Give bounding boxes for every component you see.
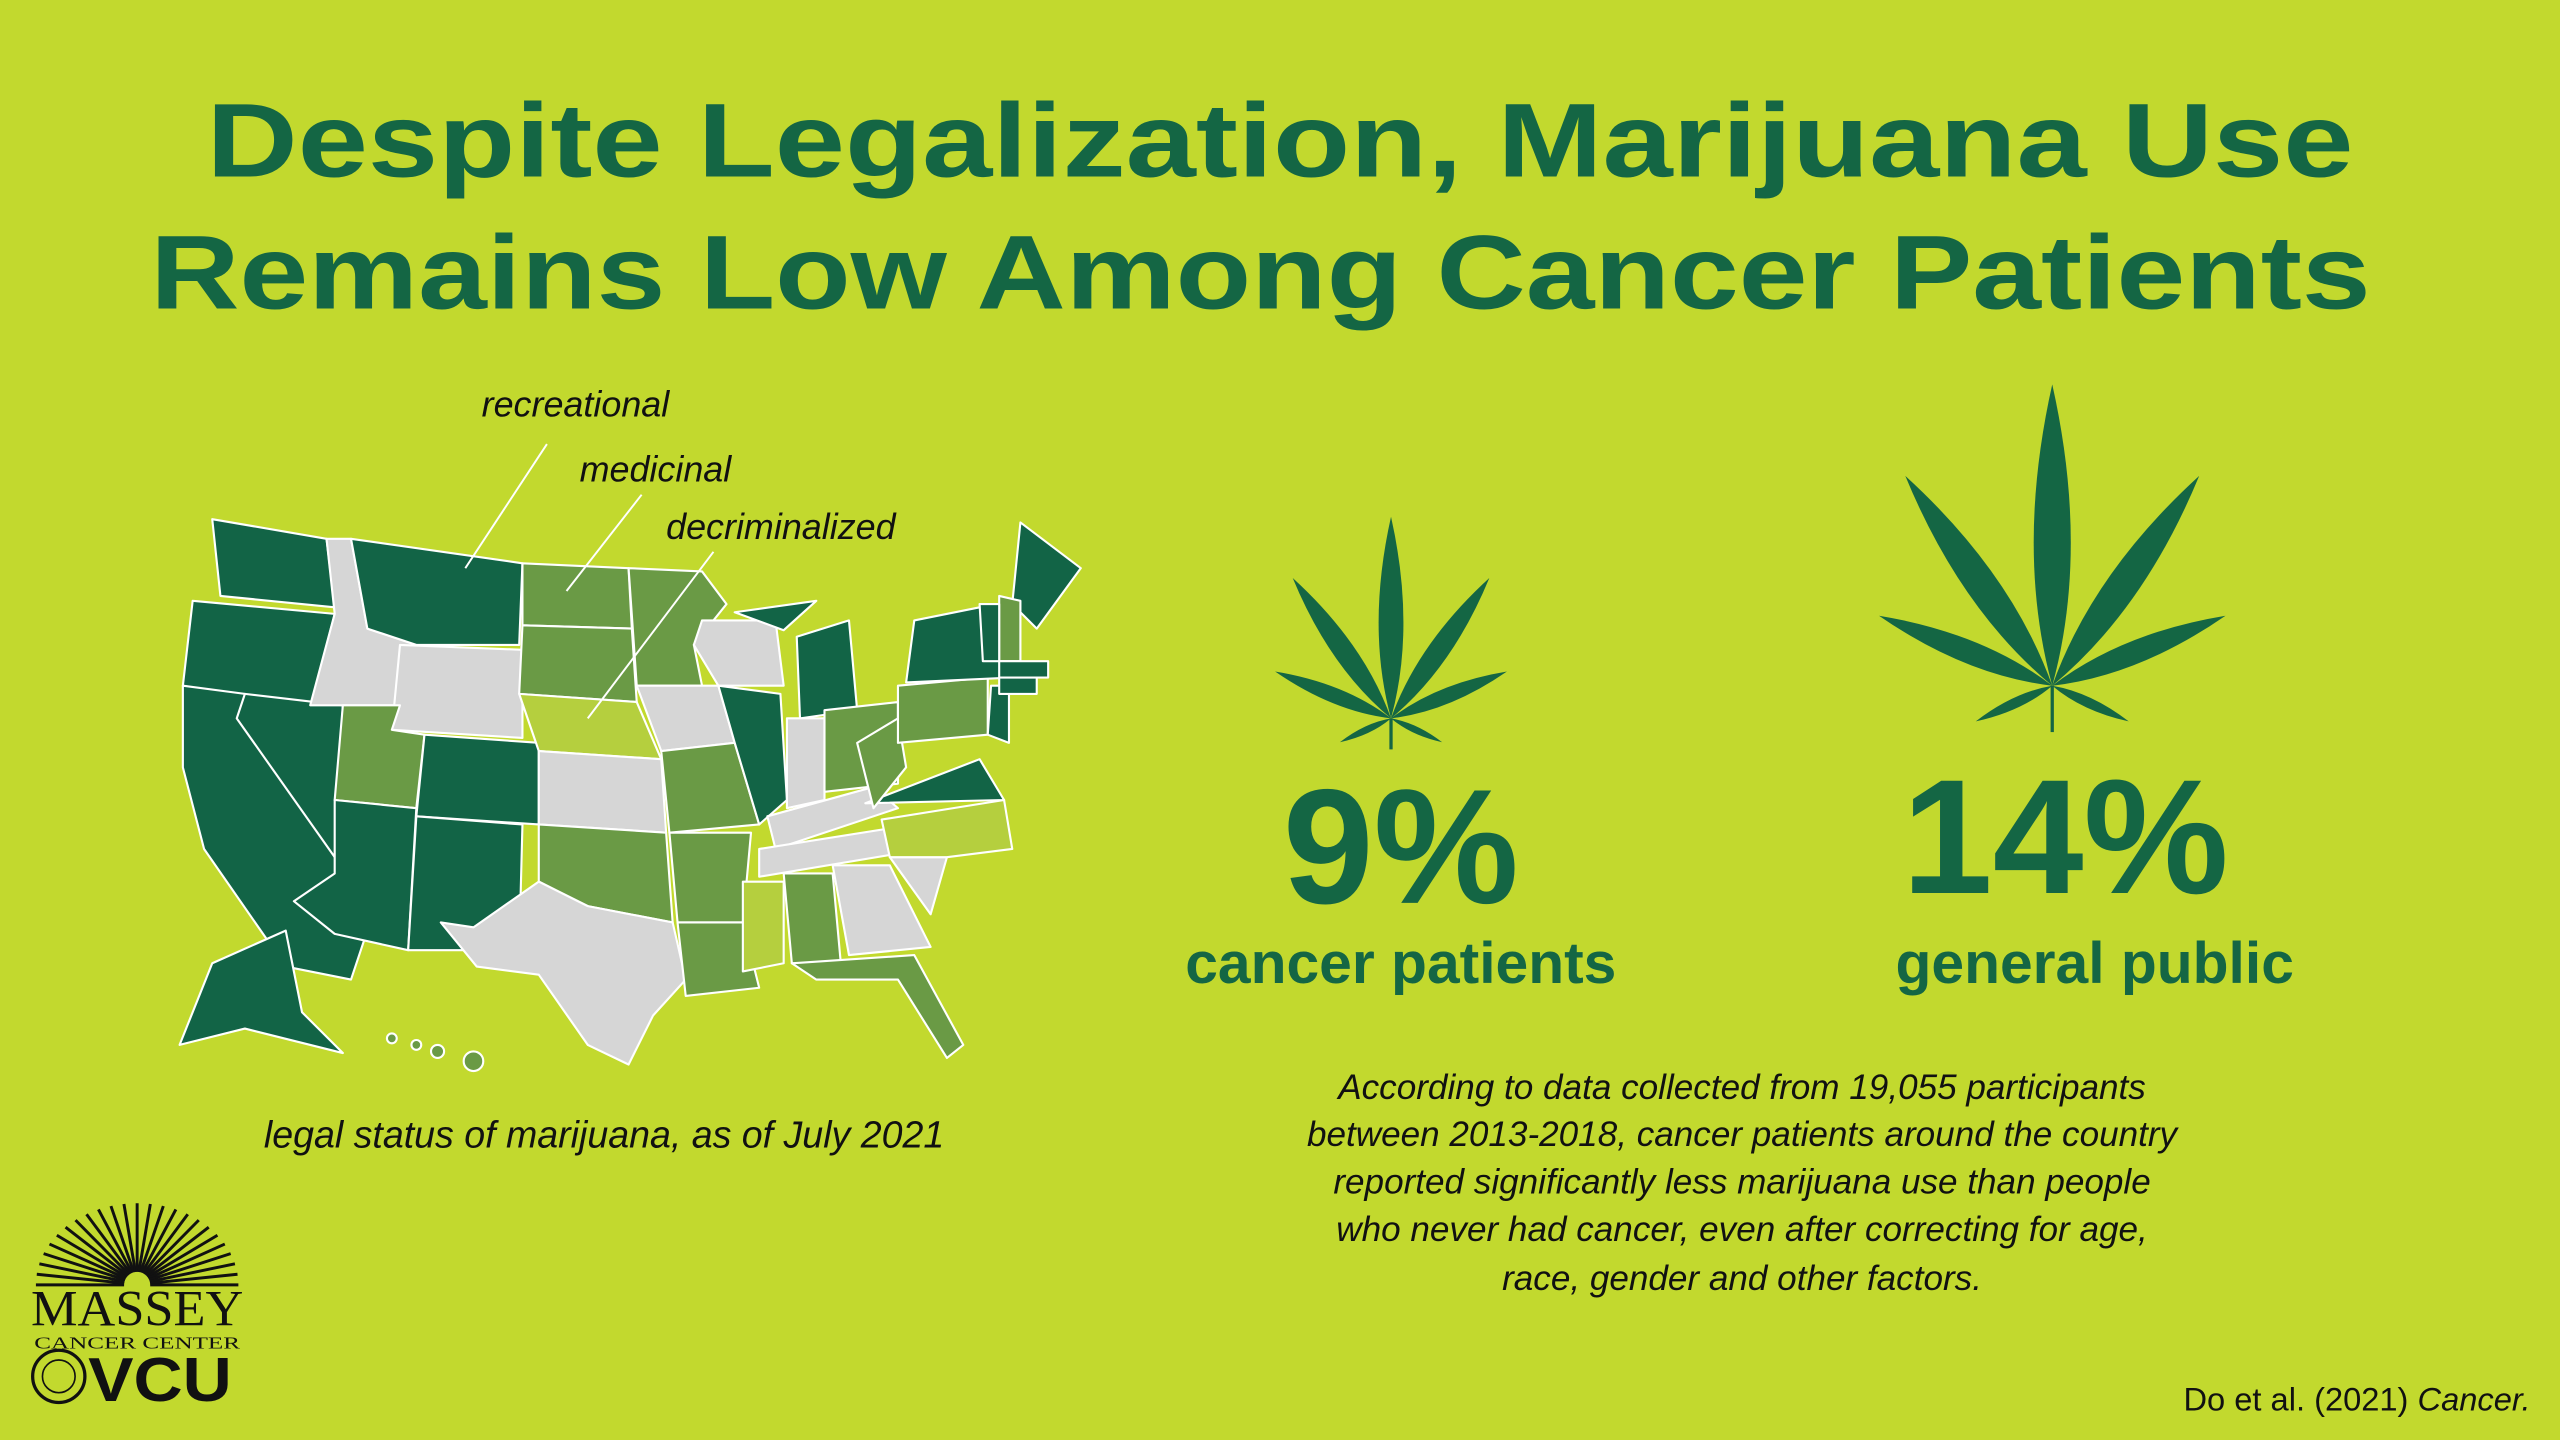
leaflet	[2052, 615, 2226, 686]
state	[831, 864, 932, 957]
sun-ray	[144, 1219, 200, 1276]
title-line: Remains Low Among Cancer Patients	[150, 215, 2370, 332]
leaflet	[1905, 475, 2053, 686]
sun-ray	[56, 1233, 128, 1279]
sun-ray	[36, 1272, 125, 1285]
state	[790, 954, 965, 1060]
description-line: between 2013-2018, cancer patients aroun…	[1307, 1115, 2180, 1154]
sun-ray	[43, 1252, 126, 1282]
sun-ray	[85, 1213, 132, 1275]
leaflet	[1391, 718, 1443, 743]
description-line: According to data collected from 19,055 …	[1336, 1068, 2146, 1107]
legend-arrow	[464, 443, 548, 569]
sun-ray	[48, 1242, 127, 1280]
logo-subtitle: CANCER CENTER	[34, 1334, 240, 1353]
state	[518, 624, 638, 704]
sun-ray	[139, 1205, 165, 1273]
stat-value: 9%	[1283, 755, 1519, 938]
state	[896, 676, 989, 744]
legend-label: decriminalized	[666, 506, 897, 547]
logo-seal	[41, 1359, 76, 1394]
leaflet	[2052, 685, 2129, 722]
leaflet	[1975, 685, 2053, 722]
sun-ray	[74, 1219, 131, 1276]
sun-ray	[149, 1272, 238, 1285]
title-line: Despite Legalization, Marijuana Use	[207, 82, 2354, 199]
stat-value: 14%	[1902, 745, 2229, 928]
state	[880, 798, 1014, 859]
leaflet	[1339, 718, 1392, 743]
citation: Do et al. (2021) Cancer.	[2183, 1381, 2530, 1418]
state	[1011, 521, 1082, 630]
map-caption: legal status of marijuana, as of July 20…	[264, 1114, 944, 1156]
sun-ray	[149, 1262, 236, 1283]
leaflet	[1275, 671, 1392, 719]
leaf-icon	[1878, 384, 2226, 733]
state	[785, 717, 826, 810]
state	[668, 831, 753, 924]
sun-ray	[122, 1203, 137, 1273]
state	[998, 660, 1050, 679]
description-line: race, gender and other factors.	[1502, 1259, 1982, 1298]
us-map	[178, 518, 1082, 1073]
sun-ray	[145, 1226, 210, 1277]
state	[462, 1050, 485, 1073]
leaflet	[2052, 475, 2200, 686]
description-line: who never had cancer, even after correct…	[1336, 1210, 2148, 1249]
state	[390, 643, 524, 740]
leaflet	[1391, 671, 1507, 719]
state	[856, 717, 908, 810]
state	[795, 619, 859, 720]
sun-ray	[140, 1208, 178, 1274]
state	[717, 684, 788, 826]
logo-seal	[31, 1348, 87, 1405]
state	[864, 758, 1006, 805]
state	[385, 1032, 398, 1045]
sun-ray	[148, 1252, 232, 1282]
sun-ray	[64, 1226, 129, 1277]
state	[439, 880, 687, 1066]
state	[741, 880, 785, 973]
state	[998, 676, 1038, 695]
state	[178, 929, 344, 1055]
logo: MASSEY CANCER CENTER VCU	[31, 1203, 243, 1415]
sun-ray	[142, 1213, 189, 1275]
logo-university: VCU	[88, 1346, 232, 1415]
sun-ray	[109, 1205, 136, 1273]
state	[349, 537, 524, 646]
sun-ray	[146, 1233, 219, 1279]
state	[415, 733, 540, 826]
description-line: reported significantly less marijuana us…	[1333, 1162, 2150, 1201]
sun-ray	[137, 1203, 152, 1273]
state	[429, 1043, 446, 1060]
state	[676, 921, 761, 997]
state	[410, 1038, 423, 1051]
leaflet	[1391, 577, 1490, 719]
leaflet	[1378, 516, 1404, 719]
sun-ray	[97, 1208, 134, 1274]
legend-label: medicinal	[580, 449, 733, 490]
logo-name: MASSEY	[31, 1281, 243, 1337]
legend-label: recreational	[482, 383, 671, 424]
legend-arrow	[565, 494, 643, 592]
sun-ray	[39, 1262, 125, 1283]
stat-label: general public	[1895, 931, 2293, 996]
logo-sunburst	[35, 1203, 239, 1287]
state	[292, 798, 418, 952]
leaflet	[2033, 384, 2071, 686]
state	[537, 749, 668, 834]
legend-arrow	[586, 551, 715, 719]
leaflet	[1878, 615, 2053, 686]
state	[782, 872, 842, 965]
sun-ray	[147, 1242, 226, 1280]
citation-journal: Cancer.	[2418, 1381, 2531, 1418]
state	[733, 599, 818, 632]
state	[521, 562, 633, 630]
state	[998, 594, 1022, 663]
state	[978, 603, 1001, 663]
citation-authors: Do et al. (2021)	[2183, 1381, 2408, 1418]
stat-label: cancer patients	[1185, 931, 1616, 996]
